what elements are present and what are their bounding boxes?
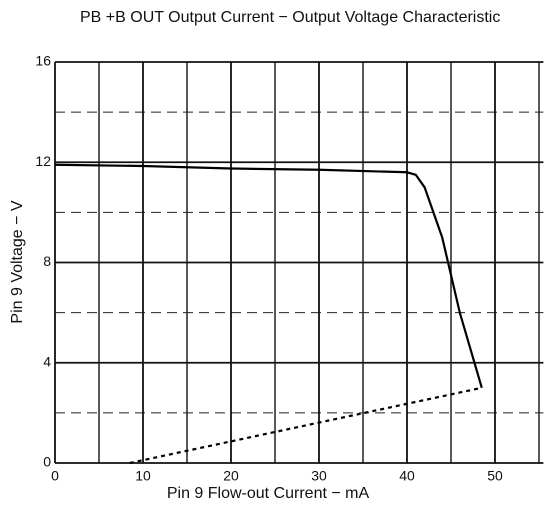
y-axis-label: Pin 9 Voltage − V <box>9 200 26 324</box>
data-line <box>129 386 483 465</box>
y-tick-label: 0 <box>43 454 51 470</box>
data-line <box>54 163 483 389</box>
x-tick-label: 0 <box>51 468 59 484</box>
x-tick-label: 30 <box>311 468 327 484</box>
y-tick-label: 4 <box>43 353 51 369</box>
chart-title: PB +B OUT Output Current − Output Voltag… <box>80 9 501 26</box>
x-tick-label: 10 <box>135 468 151 484</box>
x-axis-label: Pin 9 Flow-out Current − mA <box>167 485 370 502</box>
y-tick-label: 12 <box>35 153 51 169</box>
x-tick-label: 20 <box>223 468 239 484</box>
x-tick-label: 50 <box>487 468 503 484</box>
x-tick-label: 40 <box>399 468 415 484</box>
y-tick-label: 16 <box>35 53 51 69</box>
y-tick-label: 8 <box>43 253 51 269</box>
